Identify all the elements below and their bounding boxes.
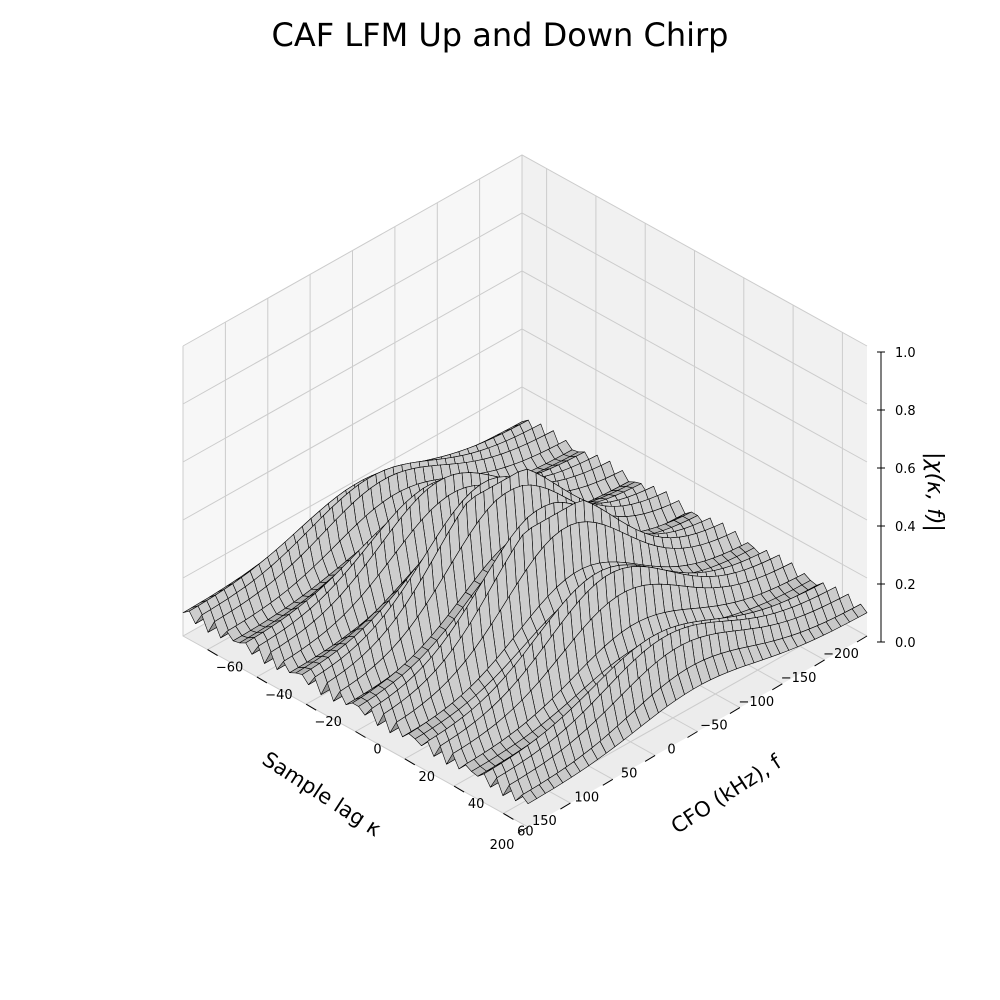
y-tick-label: 0 <box>373 743 381 758</box>
z-tick-label: 0.6 <box>895 462 916 477</box>
grid-line-z <box>182 154 868 347</box>
z-tick-label: 0.8 <box>895 404 916 419</box>
x-tick-label: 100 <box>574 790 599 805</box>
z-tick-label: 0.0 <box>895 636 916 651</box>
x-tick <box>602 778 614 786</box>
x-tick <box>517 826 529 834</box>
y-tick <box>453 785 465 793</box>
y-tick <box>256 676 268 684</box>
y-tick <box>207 649 218 657</box>
y-tick-label: −20 <box>314 715 341 730</box>
z-axis-label: |χ(κ, f)| <box>922 452 947 532</box>
x-tick-label: 50 <box>621 766 638 781</box>
x-tick-label: 150 <box>532 814 557 829</box>
chart-title: CAF LFM Up and Down Chirp <box>272 16 729 54</box>
y-tick-label: −40 <box>265 688 292 703</box>
grid-line-z <box>182 270 868 463</box>
y-tick <box>503 812 514 820</box>
y-tick-label: −60 <box>216 661 243 676</box>
z-tick-label: 0.4 <box>895 520 916 535</box>
x-tick-label: 200 <box>490 838 515 853</box>
x-tick-label: −200 <box>823 647 859 662</box>
x-tick-label: −150 <box>781 671 817 686</box>
z-tick-label: 0.2 <box>895 578 916 593</box>
x-tick <box>856 635 868 643</box>
x-tick <box>687 731 698 738</box>
axis-ticks: 200150100500−50−100−150−200−60−40−200204… <box>207 346 916 853</box>
x-tick <box>814 659 825 667</box>
surface-plot <box>182 419 868 805</box>
x-tick-label: 0 <box>667 743 675 758</box>
y-tick-label: 20 <box>419 770 436 785</box>
y-tick <box>355 731 366 738</box>
x-tick-label: −50 <box>700 719 727 734</box>
x-tick-label: −100 <box>738 695 774 710</box>
y-tick-label: 40 <box>468 797 485 812</box>
grid-line-z <box>182 328 868 521</box>
x-tick <box>644 754 656 762</box>
y-tick-label: 60 <box>517 824 534 839</box>
grid-line-z <box>182 212 868 405</box>
y-tick <box>404 758 416 766</box>
grid-line-z <box>182 386 868 579</box>
y-axis-label: CFO (kHz), f <box>667 749 786 838</box>
x-axis-label: Sample lag κ <box>258 747 386 841</box>
surface-facet <box>521 789 538 805</box>
x-tick <box>729 707 741 715</box>
x-tick <box>772 683 783 691</box>
z-tick-label: 1.0 <box>895 346 916 361</box>
x-tick <box>560 802 571 810</box>
y-tick <box>305 703 317 711</box>
